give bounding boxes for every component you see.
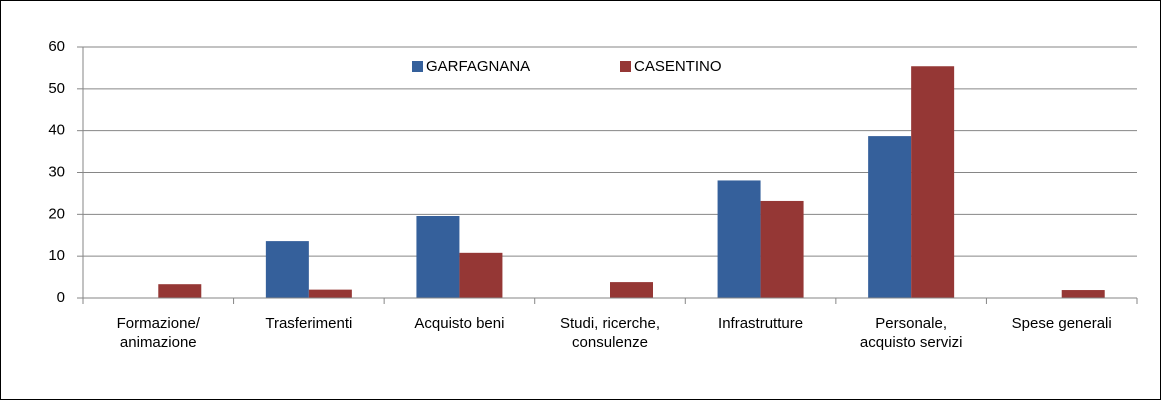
- bar: [416, 216, 460, 298]
- x-tick-label: Acquisto beni: [414, 315, 505, 332]
- bar: [265, 241, 309, 298]
- y-tick-label: 20: [48, 205, 65, 222]
- y-tick-label: 60: [48, 38, 65, 55]
- bar: [610, 282, 653, 298]
- x-tick-label: Personale, acquisto servizi: [859, 315, 963, 351]
- y-tick-label: 50: [48, 80, 65, 97]
- bar: [459, 252, 503, 298]
- y-tick-label: 10: [48, 247, 65, 264]
- x-tick-label: Trasferimenti: [265, 315, 353, 332]
- bar: [158, 284, 202, 298]
- x-tick-label: Spese generali: [1011, 315, 1112, 332]
- bar: [717, 180, 761, 298]
- bar: [760, 200, 804, 298]
- y-tick-label: 0: [57, 289, 65, 306]
- x-tick-label: Studi, ricerche, consulenze: [559, 315, 661, 351]
- bar: [1061, 290, 1105, 298]
- legend-label: GARFAGNANA: [426, 58, 530, 75]
- bar: [868, 136, 912, 298]
- bar: [308, 289, 352, 298]
- y-tick-label: 30: [48, 163, 65, 180]
- legend-swatch: [620, 61, 631, 72]
- x-tick-label: Infrastrutture: [718, 315, 804, 332]
- legend-swatch: [412, 61, 423, 72]
- y-tick-label: 40: [48, 122, 65, 139]
- bar: [911, 66, 955, 298]
- legend-label: CASENTINO: [634, 58, 722, 75]
- x-tick-label: Formazione/ animazione: [116, 315, 200, 351]
